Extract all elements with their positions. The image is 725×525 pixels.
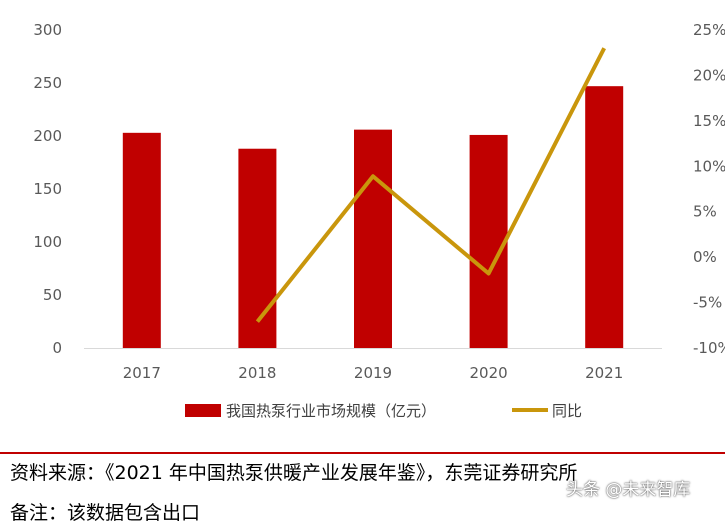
category-tick-label: 2020	[470, 364, 508, 382]
legend-bar-label: 我国热泵行业市场规模（亿元）	[226, 402, 436, 420]
right-tick-label: 25%	[693, 21, 725, 39]
legend-bar-swatch	[185, 404, 221, 417]
right-tick-label: 15%	[693, 112, 725, 130]
chart: 0 50 100 150 200 250 300 -10% -5% 0% 5% 10% 15% 20% 2…	[33, 21, 725, 420]
divider	[0, 452, 725, 454]
right-tick-label: 5%	[693, 203, 717, 221]
right-axis-ticks: -10% -5% 0% 5% 10% 15% 20% 25%	[693, 21, 725, 357]
legend-line-label: 同比	[552, 402, 582, 420]
left-axis-ticks: 0 50 100 150 200 250 300	[33, 21, 62, 357]
bar	[354, 129, 392, 348]
left-tick-label: 0	[52, 339, 62, 357]
bar-series	[122, 86, 624, 349]
line-series	[255, 47, 606, 323]
bar	[122, 132, 161, 348]
category-tick-label: 2019	[354, 364, 392, 382]
bar	[585, 86, 624, 349]
left-tick-label: 250	[33, 74, 62, 92]
left-tick-label: 100	[33, 233, 62, 251]
bar	[238, 148, 277, 348]
right-tick-label: 0%	[693, 248, 717, 266]
right-tick-label: 20%	[693, 66, 725, 84]
bar	[469, 134, 508, 348]
right-tick-label: -10%	[693, 339, 725, 357]
left-tick-label: 150	[33, 180, 62, 198]
right-tick-label: 10%	[693, 157, 725, 175]
left-tick-label: 300	[33, 21, 62, 39]
right-tick-label: -5%	[693, 294, 722, 312]
watermark: 头条 @未来智库	[566, 480, 691, 500]
source-note: 资料来源：《2021 年中国热泵供暖产业发展年鉴》，东莞证券研究所	[10, 462, 578, 484]
legend: 我国热泵行业市场规模（亿元） 同比	[185, 402, 582, 420]
category-tick-label: 2018	[238, 364, 276, 382]
category-tick-label: 2017	[123, 364, 161, 382]
left-tick-label: 200	[33, 127, 62, 145]
category-ticks: 2017 2018 2019 2020 2021	[123, 364, 624, 382]
category-tick-label: 2021	[585, 364, 623, 382]
data-note: 备注：该数据包含出口	[10, 502, 201, 524]
left-tick-label: 50	[43, 286, 62, 304]
